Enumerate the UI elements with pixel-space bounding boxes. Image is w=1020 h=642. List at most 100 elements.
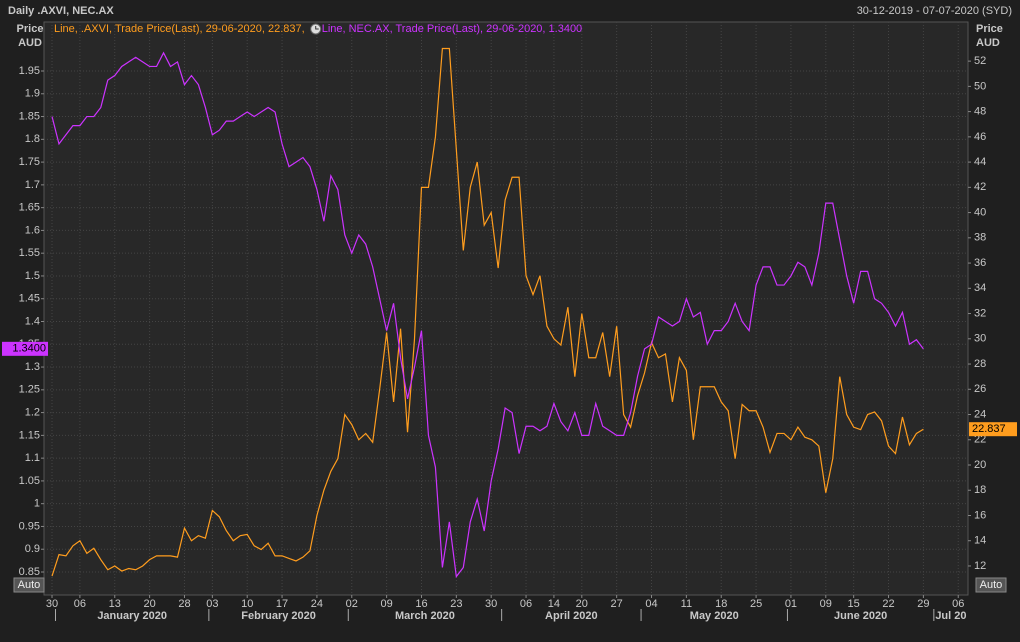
x-tick-label: 16 [415,598,427,610]
auto-button-label[interactable]: Auto [18,579,41,591]
x-tick-label: 10 [241,598,253,610]
legend-entry: Line, NEC.AX, Trade Price(Last), 29-06-2… [322,23,582,35]
x-tick-label: 09 [380,598,392,610]
x-tick-label: 13 [109,598,121,610]
month-label: June 2020 [834,610,887,622]
y-tick-label: 1.4 [25,315,40,327]
y-tick-label: 1.55 [19,247,40,259]
y-tick-label: 1.15 [19,429,40,441]
x-tick-label: 30 [485,598,497,610]
y-tick-label: 1.25 [19,384,40,396]
x-tick-label: 18 [715,598,727,610]
x-tick-label: 25 [750,598,762,610]
y2-tick-label: 18 [974,484,986,496]
clock-hands [315,26,319,30]
y-tick-label: 0.85 [19,566,40,578]
y2-tick-label: 44 [974,156,986,168]
month-label: May 2020 [690,610,739,622]
y-tick-label: 1.45 [19,293,40,305]
x-tick-label: 06 [74,598,86,610]
y-tick-label: 1.6 [25,224,40,236]
x-tick-label: 28 [178,598,190,610]
x-tick-label: 20 [143,598,155,610]
y2-tick-label: 50 [974,80,986,92]
y-tick-label: 1.8 [25,133,40,145]
y2-tick-label: 34 [974,282,986,294]
x-tick-label: 23 [450,598,462,610]
x-tick-label: 02 [346,598,358,610]
month-label: March 2020 [395,610,455,622]
month-label: Jul 20 [935,610,966,622]
last-value-badge [2,341,48,356]
y2-tick-label: 52 [974,55,986,67]
y-tick-label: 1 [34,498,40,510]
y2-tick-label: 28 [974,358,986,370]
y2-tick-label: 24 [974,408,986,420]
labels: Price AUD Price AUD 0.85 0.9 0.95 1 1.05 1.1 1.15 1… [2,23,1017,622]
x-tick-label: 30 [46,598,58,610]
month-label: January 2020 [97,610,167,622]
series-line [51,51,924,579]
y2-tick-label: 38 [974,232,986,244]
y2-tick-label: 16 [974,509,986,521]
x-tick-label: 01 [785,598,797,610]
y-tick-label: 1.05 [19,475,40,487]
last-value-label: 1.3400 [12,343,46,355]
y-tick-label: 1.85 [19,110,40,122]
y2-tick-label: 26 [974,383,986,395]
y2-tick-label: 32 [974,307,986,319]
plot-area [43,21,969,596]
y-tick-label: 1.75 [19,156,40,168]
month-label: February 2020 [241,610,316,622]
x-tick-label: 14 [548,598,560,610]
y2-tick-label: 22 [974,434,986,446]
x-tick-label: 24 [311,598,323,610]
x-tick-label: 29 [917,598,929,610]
x-tick-label: 27 [611,598,623,610]
y-tick-label: 1.7 [25,179,40,191]
y-tick-label: 1.65 [19,202,40,214]
auto-button[interactable] [13,577,45,593]
month-label: April 2020 [545,610,598,622]
y2-tick-label: 20 [974,459,986,471]
x-tick-label: 06 [520,598,532,610]
last-value-badge [969,422,1017,437]
y2-tick-label: 42 [974,181,986,193]
y2-tick-label: 36 [974,257,986,269]
auto-button[interactable] [975,577,1007,593]
x-tick-label: 04 [645,598,657,610]
y-axis-title: Price [17,23,44,35]
x-tick-label: 03 [206,598,218,610]
x-tick-label: 22 [882,598,894,610]
y2-axis-title: Price [976,23,1003,35]
y-tick-label: 1.2 [25,406,40,418]
y-tick-label: 1.1 [25,452,40,464]
y-tick-label: 0.95 [19,520,40,532]
y-axis-title: AUD [18,37,42,49]
series-line [51,47,924,577]
y2-tick-label: 46 [974,131,986,143]
y2-tick-label: 48 [974,106,986,118]
auto-button-label[interactable]: Auto [980,579,1003,591]
date-range: 30-12-2019 - 07-07-2020 (SYD) [857,5,1012,17]
y2-tick-label: 30 [974,333,986,345]
lines [51,47,924,579]
grid [41,22,971,621]
y-tick-label: 1.5 [25,270,40,282]
last-value-label: 22.837 [972,423,1006,435]
x-tick-label: 15 [848,598,860,610]
x-tick-label: 20 [576,598,588,610]
y2-axis-title: AUD [976,37,1000,49]
x-tick-label: 06 [952,598,964,610]
y-tick-label: 1.95 [19,65,40,77]
x-tick-label: 11 [681,598,692,610]
y-tick-label: 1.9 [25,88,40,100]
y2-tick-label: 14 [974,535,986,547]
x-tick-label: 17 [276,598,288,610]
x-tick-label: 09 [820,598,832,610]
chart-title: Daily .AXVI, NEC.AX [8,5,114,17]
legend-entry: Line, .AXVI, Trade Price(Last), 29-06-20… [54,23,305,35]
y-tick-label: 0.9 [25,543,40,555]
